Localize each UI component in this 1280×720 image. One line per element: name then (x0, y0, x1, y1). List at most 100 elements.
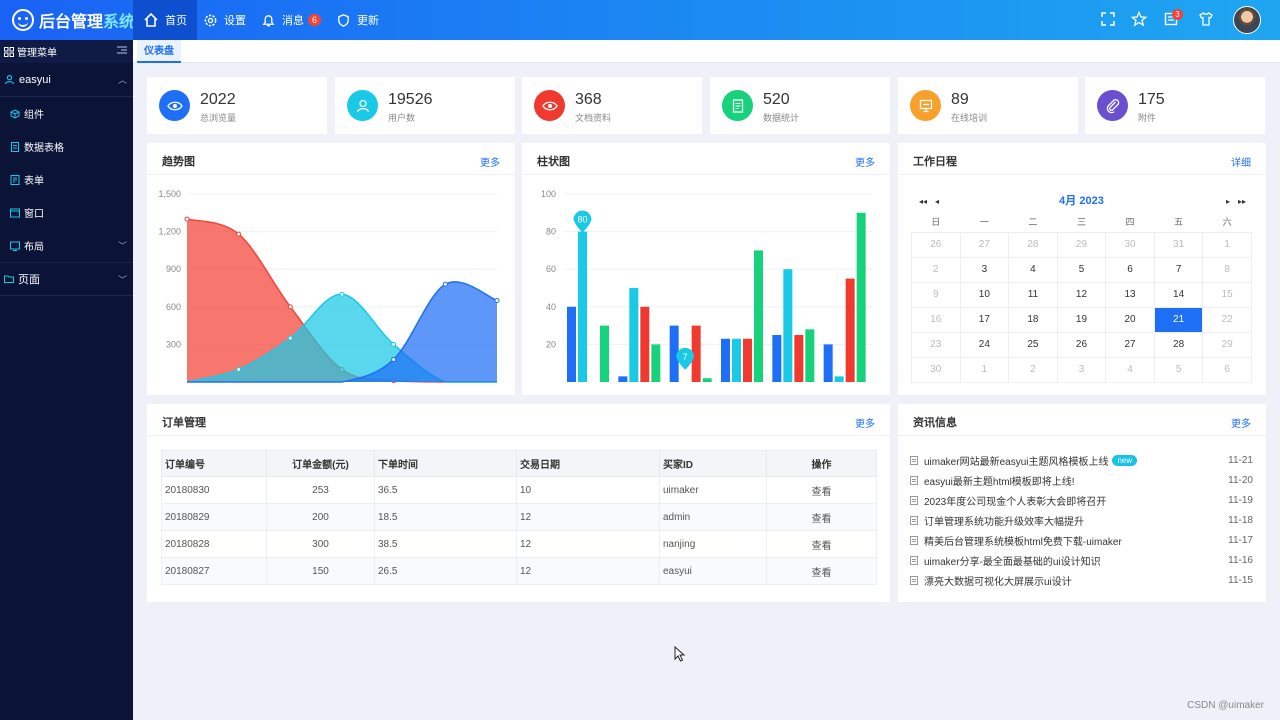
stat-card-docs[interactable]: 368 文档资料 (522, 77, 702, 134)
calendar-day[interactable]: 5 (1153, 356, 1204, 383)
calendar-day[interactable]: 30 (911, 356, 961, 383)
calendar-day[interactable]: 26 (1056, 331, 1107, 358)
calendar-day[interactable]: 3 (1056, 356, 1107, 383)
calendar-day[interactable]: 25 (1008, 331, 1058, 358)
bar[interactable] (732, 338, 741, 382)
more-link[interactable]: 更多 (1231, 419, 1251, 430)
bar[interactable] (823, 344, 833, 382)
bar[interactable] (618, 376, 628, 382)
calendar-day[interactable]: 21 (1153, 306, 1204, 333)
calendar-day[interactable]: 1 (959, 356, 1010, 383)
bar[interactable] (754, 250, 763, 382)
nav-home[interactable]: 首页 (133, 0, 197, 40)
news-item[interactable]: 订单管理系统功能升级效率大幅提升 11-18 (910, 510, 1253, 530)
view-link[interactable]: 查看 (766, 557, 877, 585)
news-item[interactable]: 2023年度公司现金个人表彰大会即将召开 11-19 (910, 490, 1253, 510)
more-link[interactable]: 更多 (855, 419, 875, 430)
calendar-day[interactable]: 3 (959, 256, 1010, 283)
calendar-day[interactable]: 22 (1202, 306, 1252, 333)
next-year-icon[interactable]: ▸▸ (1237, 197, 1246, 206)
calendar-day[interactable]: 28 (1008, 231, 1058, 258)
data-point[interactable] (236, 366, 242, 372)
calendar-day[interactable]: 30 (1105, 231, 1155, 258)
data-point[interactable] (391, 341, 397, 347)
news-item[interactable]: 精美后台管理系统模板html免费下载-uimaker 11-17 (910, 530, 1253, 550)
user-avatar[interactable] (1233, 6, 1261, 34)
app-logo[interactable]: 后台管理 系统 (12, 9, 135, 31)
calendar-day[interactable]: 15 (1202, 281, 1252, 308)
calendar-day[interactable]: 24 (959, 331, 1010, 358)
calendar-day[interactable]: 16 (911, 306, 961, 333)
bar[interactable] (772, 335, 782, 382)
calendar-day[interactable]: 26 (911, 231, 961, 258)
calendar-day[interactable]: 6 (1202, 356, 1252, 383)
calendar-day[interactable]: 4 (1008, 256, 1058, 283)
sidebar-item-layout[interactable]: 布局 ﹀ (0, 229, 133, 262)
bar[interactable] (721, 338, 730, 382)
news-item[interactable]: easyui最新主题html模板即将上线! 11-20 (910, 470, 1253, 490)
bar[interactable] (845, 278, 855, 382)
calendar-day[interactable]: 13 (1105, 281, 1155, 308)
prev-year-icon[interactable]: ◂◂ (919, 197, 928, 206)
column-header[interactable]: 交易日期 (516, 450, 660, 477)
bar[interactable] (629, 288, 639, 382)
column-header[interactable]: 订单编号 (161, 450, 267, 477)
data-point[interactable] (184, 216, 190, 222)
view-link[interactable]: 查看 (766, 530, 877, 558)
calendar-day[interactable]: 12 (1056, 281, 1107, 308)
calendar-day[interactable]: 27 (959, 231, 1010, 258)
bar[interactable] (600, 325, 609, 382)
bar[interactable] (856, 212, 866, 382)
calendar-day[interactable]: 9 (911, 281, 961, 308)
bar[interactable] (794, 335, 804, 382)
more-link[interactable]: 更多 (480, 158, 500, 169)
next-month-icon[interactable]: ▸ (1225, 197, 1230, 206)
calendar-day[interactable]: 19 (1056, 306, 1107, 333)
bar[interactable] (640, 306, 650, 382)
tab-dashboard[interactable]: 仪表盘 (137, 40, 181, 63)
bar[interactable] (783, 269, 793, 382)
bar[interactable] (805, 329, 815, 382)
news-title[interactable]: 订单管理系统功能升级效率大幅提升 (924, 516, 1084, 528)
calendar-day[interactable]: 28 (1153, 331, 1204, 358)
column-header[interactable]: 订单金额(元) (266, 450, 375, 477)
menu-toggle-icon[interactable] (117, 45, 127, 55)
prev-month-icon[interactable]: ◂ (935, 197, 940, 206)
bar[interactable] (567, 306, 576, 382)
sidebar-group-pages[interactable]: 页面 ﹀ (0, 262, 133, 296)
stat-card-data[interactable]: 520 数据统计 (710, 77, 890, 134)
news-title[interactable]: 2023年度公司现金个人表彰大会即将召开 (924, 496, 1107, 508)
calendar-day[interactable]: 7 (1153, 256, 1204, 283)
bar[interactable] (743, 338, 752, 382)
bar[interactable] (702, 378, 712, 382)
calendar-day[interactable]: 14 (1153, 281, 1204, 308)
calendar-day[interactable]: 6 (1105, 256, 1155, 283)
nav-messages[interactable]: 消息 6 (251, 0, 331, 40)
calendar-day[interactable]: 4 (1105, 356, 1155, 383)
column-header[interactable]: 下单时间 (374, 450, 517, 477)
view-link[interactable]: 查看 (766, 476, 877, 504)
data-point[interactable] (287, 304, 293, 310)
data-point[interactable] (391, 356, 397, 362)
column-header[interactable]: 买家ID (659, 450, 767, 477)
bar[interactable] (691, 325, 701, 382)
star-icon[interactable] (1131, 11, 1147, 27)
calendar-day[interactable]: 17 (959, 306, 1010, 333)
calendar-day[interactable]: 27 (1105, 331, 1155, 358)
news-item[interactable]: uimaker分享-最全面最基础的ui设计知识 11-16 (910, 550, 1253, 570)
bar[interactable] (651, 344, 661, 382)
data-point[interactable] (339, 291, 345, 297)
stat-card-attachments[interactable]: 175 附件 (1085, 77, 1265, 134)
news-item[interactable]: uimaker网站最新easyui主题风格模板上线 new 11-21 (910, 450, 1253, 470)
nav-settings[interactable]: 设置 (193, 0, 256, 40)
calendar-day[interactable]: 23 (911, 331, 961, 358)
news-title[interactable]: uimaker分享-最全面最基础的ui设计知识 (924, 556, 1101, 568)
calendar-day[interactable]: 2 (1008, 356, 1058, 383)
calendar-day[interactable]: 29 (1202, 331, 1252, 358)
stat-card-training[interactable]: 89 在线培训 (898, 77, 1078, 134)
news-title[interactable]: 精美后台管理系统模板html免费下载-uimaker (924, 536, 1122, 548)
view-link[interactable]: 查看 (766, 503, 877, 531)
data-point[interactable] (287, 335, 293, 341)
detail-link[interactable]: 详细 (1231, 158, 1251, 169)
more-link[interactable]: 更多 (855, 158, 875, 169)
